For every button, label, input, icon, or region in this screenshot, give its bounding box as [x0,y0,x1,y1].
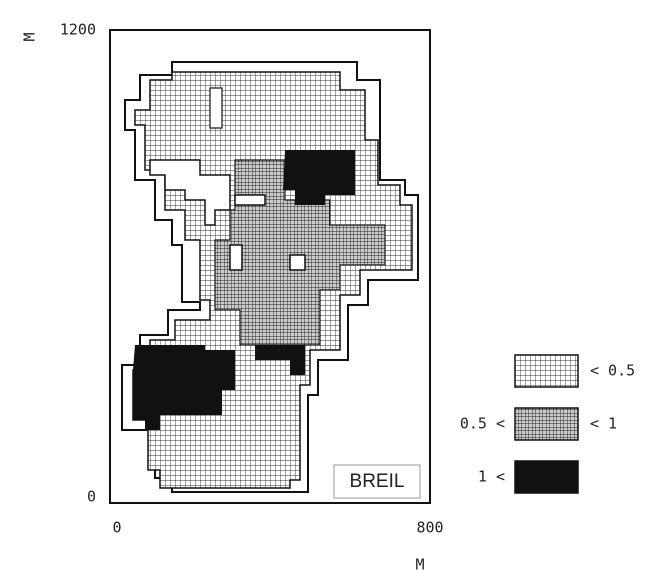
mid-class-region [214,159,386,346]
gap-region [209,87,223,129]
legend: < 0.5 0.5 < < 1 1 < [460,354,635,494]
high-class-region [283,150,355,205]
legend-swatch [514,354,579,388]
x-axis-label: M [415,556,424,574]
x-tick-label: 0 [112,519,121,537]
legend-right: < 1 [590,415,617,433]
gap-region [229,244,243,271]
high-class-region [255,345,305,375]
x-tick-label: 800 [416,519,443,537]
plot-frame [109,29,431,504]
legend-swatch [514,460,579,494]
map-area [121,61,419,493]
outer-outline [121,61,419,493]
legend-right: < 0.5 [590,362,635,380]
gap-region [289,254,306,271]
y-tick-label: 1200 [60,21,96,39]
y-axis-label: M [21,32,39,41]
label-box [333,464,421,499]
legend-left: 1 < [478,468,505,486]
axis-ticks: 0 800 0 1200 [60,21,444,537]
gap-region [234,194,266,206]
map-label: BREIL [350,471,405,492]
legend-left: 0.5 < [460,415,505,433]
high-class-region [133,345,235,430]
legend-swatch [514,407,579,441]
gap-region [149,159,231,226]
y-tick-label: 0 [87,488,96,506]
